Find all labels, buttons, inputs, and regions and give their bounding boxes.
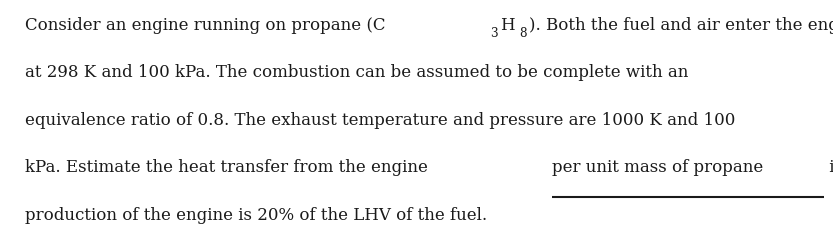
Text: H: H — [500, 17, 515, 34]
Text: kPa. Estimate the heat transfer from the engine: kPa. Estimate the heat transfer from the… — [25, 159, 433, 176]
Text: equivalence ratio of 0.8. The exhaust temperature and pressure are 1000 K and 10: equivalence ratio of 0.8. The exhaust te… — [25, 112, 736, 129]
Text: Consider an engine running on propane (C: Consider an engine running on propane (C — [25, 17, 386, 34]
Text: 8: 8 — [519, 27, 526, 40]
Text: 3: 3 — [490, 27, 498, 40]
Text: ). Both the fuel and air enter the engine: ). Both the fuel and air enter the engin… — [529, 17, 833, 34]
Text: if the work: if the work — [824, 159, 833, 176]
Text: per unit mass of propane: per unit mass of propane — [551, 159, 763, 176]
Text: production of the engine is 20% of the LHV of the fuel.: production of the engine is 20% of the L… — [25, 207, 487, 224]
Text: at 298 K and 100 kPa. The combustion can be assumed to be complete with an: at 298 K and 100 kPa. The combustion can… — [25, 64, 688, 81]
